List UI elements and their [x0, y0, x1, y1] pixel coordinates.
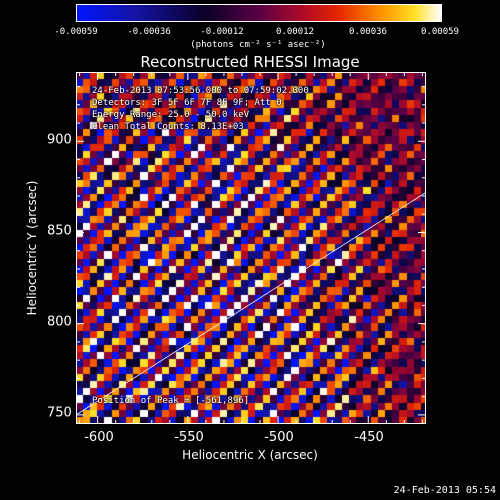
y-tick-label: 800 — [47, 314, 72, 330]
colorbar — [76, 4, 442, 22]
info-total-counts: Clean Total Counts: 8.13E+03 — [92, 122, 244, 132]
y-tick-label: 850 — [47, 223, 72, 239]
x-tick-label: -500 — [264, 430, 294, 445]
y-tick-label: 900 — [47, 132, 72, 148]
colorbar-tick: -0.00059 — [54, 27, 98, 37]
colorbar-tick: -0.00012 — [200, 27, 244, 37]
info-time-range: 24-Feb-2013 07:53:56.000 to 07:59:02.000 — [92, 86, 309, 96]
info-detectors: Detectors: 3F 5F 6F 7F 8F 9F; Att 0 — [92, 98, 282, 108]
plot-timestamp: 24-Feb-2013 05:54 — [393, 485, 496, 496]
colorbar-tick: 0.00012 — [276, 27, 314, 37]
y-tick-label: 750 — [47, 405, 72, 421]
colorbar-gradient — [77, 5, 441, 21]
x-tick-label: -450 — [354, 430, 384, 445]
y-axis-label: Heliocentric Y (arcsec) — [25, 180, 39, 316]
x-tick-label: -600 — [84, 430, 114, 445]
info-energy-range: Energy Range: 25.0 - 50.0 keV — [92, 110, 250, 120]
colorbar-tick: 0.00059 — [421, 27, 459, 37]
image-title: Reconstructed RHESSI Image — [140, 53, 360, 71]
colorbar-tick: -0.00036 — [127, 27, 171, 37]
colorbar-tick: 0.00036 — [349, 27, 387, 37]
x-tick-label: -550 — [174, 430, 204, 445]
peak-position-label: Position of Peak = [-561,896] — [92, 396, 250, 406]
x-axis-label: Heliocentric X (arcsec) — [182, 448, 318, 462]
colorbar-units: (photons cm⁻² s⁻¹ asec⁻²) — [190, 40, 326, 50]
image-plot: 24-Feb-2013 07:53:56.000 to 07:59:02.000… — [76, 72, 426, 424]
